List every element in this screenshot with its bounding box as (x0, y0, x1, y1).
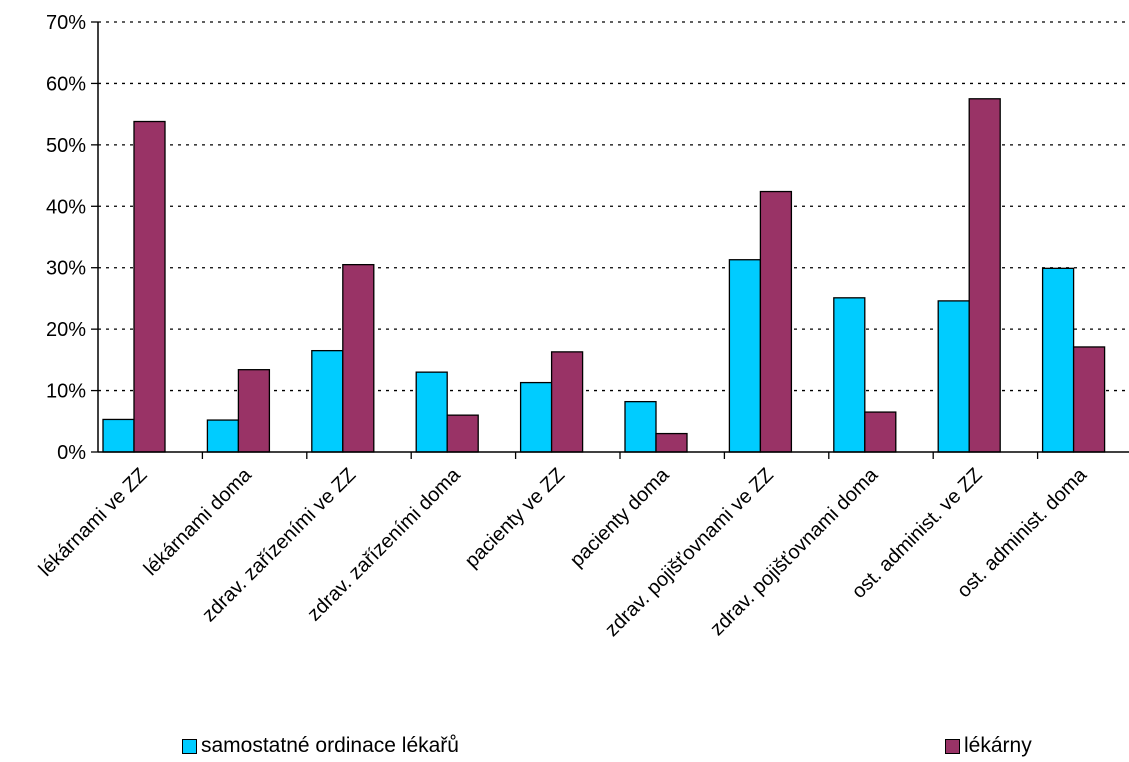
y-tick-label: 60% (46, 73, 86, 95)
x-tick-label: pacienty doma (566, 463, 674, 571)
x-tick-label: lékárnami ve ZZ (35, 464, 152, 581)
bar-series-1-2 (206, 419, 240, 453)
bar-series-2-10 (1072, 346, 1106, 453)
x-tick-label: zdrav. pojišťovnami ve ZZ (601, 464, 778, 641)
bar-series-1-3 (311, 349, 344, 453)
bar-series-2-4 (446, 414, 479, 453)
y-tick-label: 50% (46, 135, 86, 157)
bars (102, 98, 1106, 453)
y-axis-ticks: 0% 10% 20% 30% 40% 50% 60% 70% (46, 12, 98, 464)
bar-series-2-5 (550, 351, 584, 453)
y-tick-label: 40% (46, 196, 86, 218)
bar-series-1-10 (1041, 267, 1075, 453)
x-tick-label: lékárnami doma (140, 463, 257, 580)
legend-label-series-1: samostatné ordinace lékařů (201, 734, 459, 757)
y-tick-label: 10% (46, 381, 86, 403)
gridlines (98, 21, 1129, 392)
bar-series-2-8 (864, 411, 897, 453)
bar-series-2-3 (342, 263, 375, 453)
bar-series-1-1 (102, 418, 135, 453)
bar-series-2-2 (237, 369, 271, 453)
bar-series-1-4 (415, 371, 448, 453)
y-tick-label: 30% (46, 258, 86, 280)
y-tick-label: 70% (46, 12, 86, 34)
bar-series-1-8 (833, 297, 866, 453)
y-tick-label: 0% (57, 442, 86, 464)
bar-series-2-9 (968, 98, 1001, 453)
legend-label-series-2: lékárny (964, 734, 1032, 757)
x-tick-label: zdrav. pojišťovnami doma (706, 463, 883, 640)
bar-series-1-6 (624, 400, 657, 453)
bar-series-1-5 (519, 381, 553, 453)
legend-item-series-1: samostatné ordinace lékařů (182, 734, 459, 757)
bar-series-2-6 (655, 432, 688, 453)
bar-series-2-7 (759, 190, 793, 453)
legend-swatch-series-2 (945, 738, 960, 754)
bar-series-1-9 (937, 300, 970, 453)
legend-item-series-2: lékárny (945, 734, 1032, 757)
y-tick-label: 20% (46, 319, 86, 341)
bar-series-1-7 (728, 259, 762, 453)
bar-series-2-1 (133, 120, 166, 453)
legend-swatch-series-1 (182, 738, 197, 754)
x-tick-label: pacienty ve ZZ (461, 464, 569, 572)
